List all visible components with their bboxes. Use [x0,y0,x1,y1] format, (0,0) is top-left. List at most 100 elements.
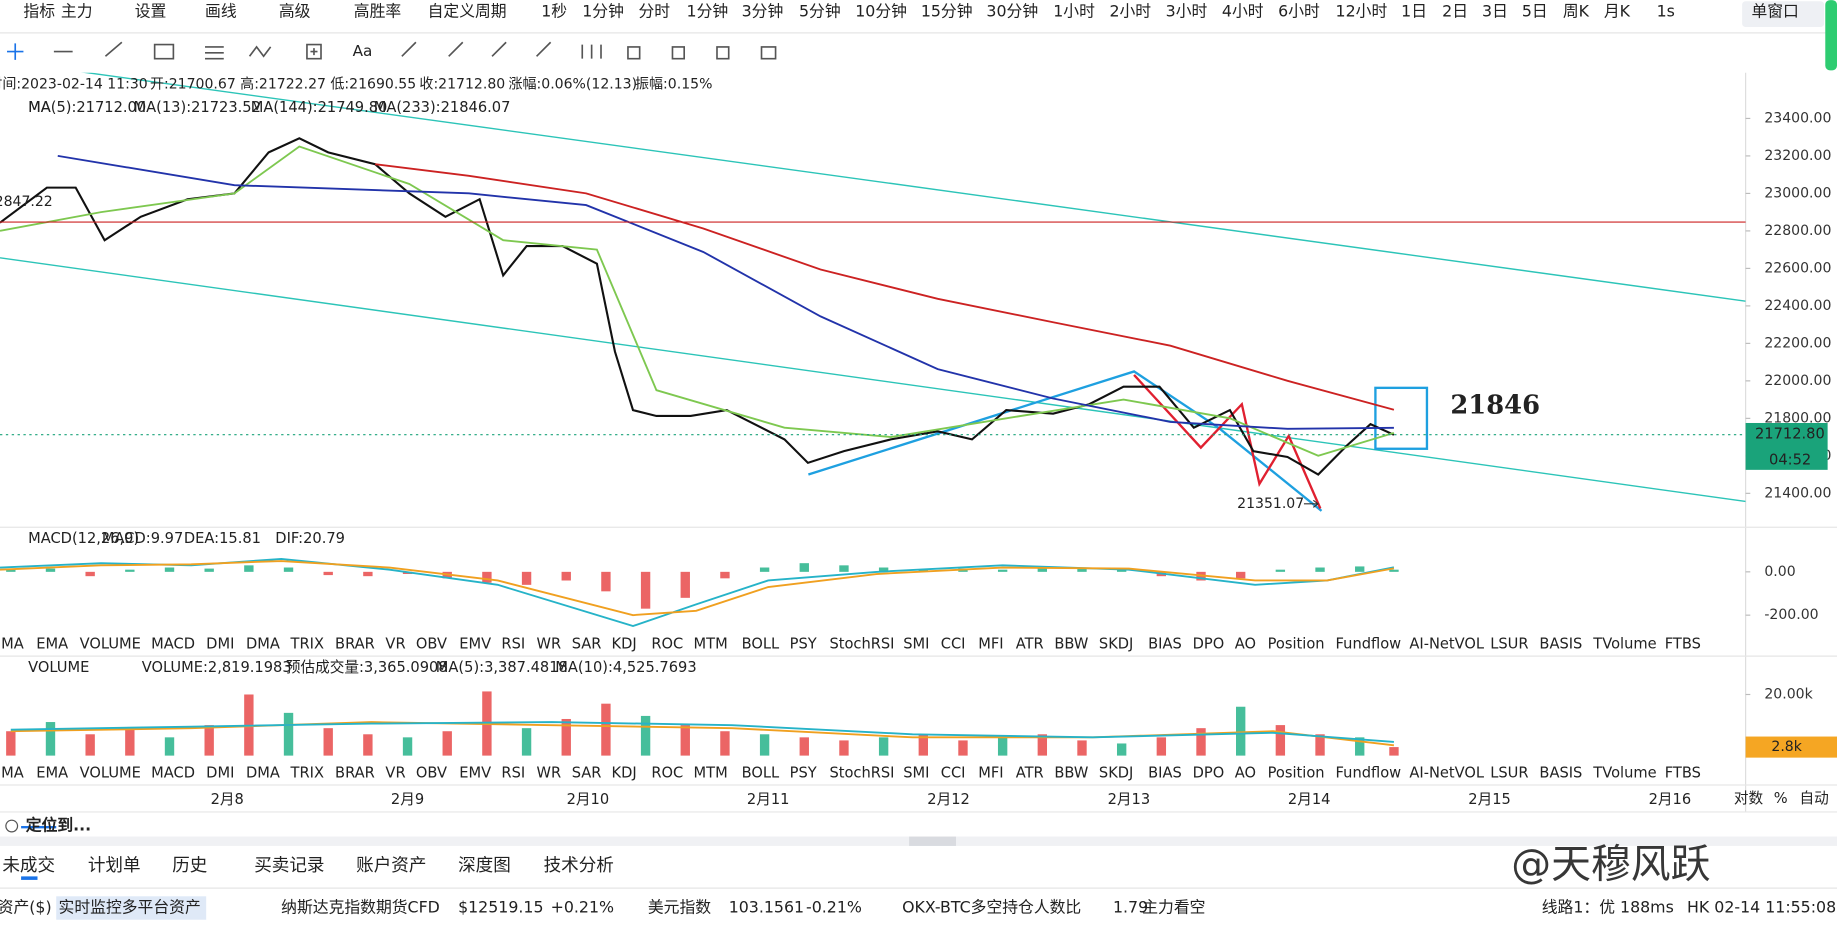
toolbar-item[interactable]: 1日 [1401,1,1427,20]
indicator-tab[interactable]: StochRSI [829,764,894,781]
indicator-tab[interactable]: MACD [151,764,195,781]
toolbar-item[interactable]: 周K [1563,1,1590,20]
indicator-tab[interactable]: SAR [572,635,602,652]
indicator-tab[interactable]: Position [1268,764,1325,781]
toolbar-item[interactable]: 6小时 [1278,1,1320,20]
axis-option[interactable]: 自动 [1800,790,1829,807]
indicator-tab[interactable]: BRAR [335,764,375,781]
indicator-tab[interactable]: EMV [459,764,491,781]
indicator-tab[interactable]: EMA [36,764,68,781]
splitter-handle[interactable] [909,836,956,846]
indicator-tab[interactable]: BASIS [1539,764,1582,781]
indicator-tab[interactable]: TRIX [290,635,324,652]
toolbar-item[interactable]: 1分钟 [582,1,624,20]
indicator-tab[interactable]: BIAS [1148,635,1182,652]
indicator-tab[interactable]: MA [1,635,24,652]
bottom-tab[interactable]: 历史 [172,856,207,876]
locate-button[interactable]: 定位到... [26,816,91,835]
bottom-tab[interactable]: 计划单 [88,856,141,876]
toolbar-item[interactable]: 单窗口 [1751,1,1798,20]
indicator-tab[interactable]: MTM [694,635,728,652]
indicator-tab[interactable]: ROC [651,764,683,781]
toolbar-item[interactable]: 4小时 [1222,1,1264,20]
toolbar-item[interactable]: 5日 [1522,1,1548,20]
toolbar-item[interactable]: 自定义周期 [428,1,507,20]
indicator-tab[interactable]: WR [537,764,562,781]
window-button[interactable] [1742,1,1825,28]
indicator-tab[interactable]: TRIX [290,764,324,781]
toolbar-item[interactable]: 30分钟 [986,1,1038,20]
indicator-tab[interactable]: StochRSI [829,635,894,652]
indicator-tab[interactable]: AO [1235,635,1256,652]
indicator-tab[interactable]: ATR [1016,635,1044,652]
indicator-tab[interactable]: EMV [459,635,491,652]
indicator-tab[interactable]: TVolume [1592,635,1656,652]
indicator-tab[interactable]: BBW [1054,764,1088,781]
toolbar-item[interactable]: 分时 [638,1,670,20]
axis-option[interactable]: 对数 [1734,790,1764,807]
toolbar-item[interactable]: 1s [1657,1,1675,20]
toolbar-item[interactable]: 主力 [61,1,93,20]
toolbar-item[interactable]: 5分钟 [799,1,841,20]
toolbar-item[interactable]: 画线 [205,1,237,20]
indicator-tab[interactable]: KDJ [612,635,637,652]
bottom-tab[interactable]: 未成交 [2,856,55,876]
toolbar-item[interactable]: 12小时 [1336,1,1388,20]
indicator-tab[interactable]: CCI [941,635,966,652]
scrollbar[interactable] [1825,0,1837,71]
indicator-tab[interactable]: AI-NetVOL [1409,635,1485,652]
indicator-tab[interactable]: MFI [978,764,1003,781]
indicator-tab[interactable]: DPO [1193,764,1225,781]
toolbar-item[interactable]: 10分钟 [855,1,907,20]
toolbar-item[interactable]: 1秒 [541,1,567,20]
indicator-tab[interactable]: LSUR [1490,764,1528,781]
indicator-tab[interactable]: LSUR [1490,635,1528,652]
indicator-tab[interactable]: PSY [790,635,817,652]
indicator-tab[interactable]: DMA [246,635,280,652]
bottom-tab[interactable]: 账户资产 [356,856,426,876]
indicator-tab[interactable]: VOLUME [80,635,141,652]
indicator-tab[interactable]: TVolume [1592,764,1656,781]
indicator-tab[interactable]: BASIS [1539,635,1582,652]
indicator-tab[interactable]: Fundflow [1336,635,1402,652]
indicator-tab[interactable]: AI-NetVOL [1409,764,1485,781]
toolbar-item[interactable]: 15分钟 [921,1,973,20]
indicator-tab[interactable]: KDJ [612,764,637,781]
indicator-tab[interactable]: EMA [36,635,68,652]
indicator-tab[interactable]: SMI [903,635,929,652]
toolbar-item[interactable]: 高级 [279,1,311,20]
indicator-tab[interactable]: VR [385,635,405,652]
axis-option[interactable]: % [1774,790,1788,807]
indicator-tab[interactable]: MA [1,764,24,781]
indicator-tab[interactable]: DMA [246,764,280,781]
indicator-tab[interactable]: BOLL [742,635,780,652]
toolbar-item[interactable]: 3日 [1482,1,1508,20]
indicator-tab[interactable]: SMI [903,764,929,781]
toolbar-item[interactable]: 2小时 [1109,1,1151,20]
indicator-tab[interactable]: RSI [501,764,525,781]
toolbar-item[interactable]: 3小时 [1166,1,1208,20]
toolbar-item[interactable]: 1小时 [1053,1,1095,20]
text-tool[interactable]: Aa [353,42,373,60]
indicator-tab[interactable]: AO [1235,764,1256,781]
indicator-tab[interactable]: ATR [1016,764,1044,781]
indicator-tab[interactable]: OBV [416,764,447,781]
toolbar-item[interactable]: 设置 [135,1,167,20]
indicator-tab[interactable]: BBW [1054,635,1088,652]
indicator-tab[interactable]: WR [537,635,562,652]
toolbar-item[interactable]: 指标 [23,1,55,20]
toolbar-item[interactable]: 2日 [1442,1,1468,20]
indicator-tab[interactable]: MFI [978,635,1003,652]
indicator-tab[interactable]: MACD [151,635,195,652]
toolbar-item[interactable]: 1分钟 [687,1,729,20]
indicator-tab[interactable]: DPO [1193,635,1225,652]
toolbar-item[interactable]: 3分钟 [742,1,784,20]
bottom-tab[interactable]: 深度图 [458,856,511,876]
indicator-tab[interactable]: Fundflow [1336,764,1402,781]
indicator-tab[interactable]: ROC [651,635,683,652]
indicator-tab[interactable]: BRAR [335,635,375,652]
indicator-tab[interactable]: PSY [790,764,817,781]
indicator-tab[interactable]: MTM [694,764,728,781]
indicator-tab[interactable]: CCI [941,764,966,781]
toolbar-item[interactable]: 高胜率 [354,1,401,20]
